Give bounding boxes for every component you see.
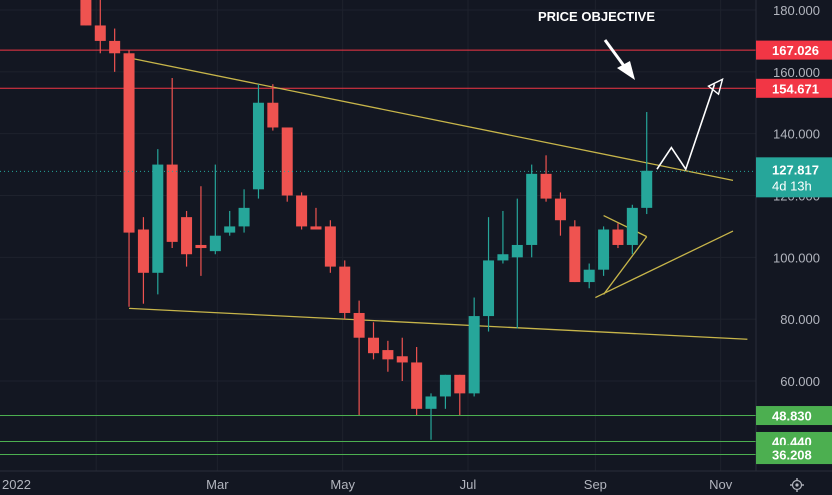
level-tag-resistance-box [756,40,832,60]
current-price-tag-text: 127.817 [772,162,819,177]
candle-body-down [80,0,92,26]
level-tag-resistance-box [756,78,832,98]
projection-line [656,83,716,172]
annotation-arrow-head [617,61,635,80]
level-tag-support-box [756,406,832,426]
candle-body-up [641,170,653,208]
level-tag-support-text: 36.208 [772,448,812,463]
candles [80,0,653,440]
candle-body-down [281,127,293,196]
candle-body-up [583,269,595,283]
candle-body-up [238,207,250,227]
candle-body-up [526,173,538,245]
time-axis-label: Jul [460,477,477,492]
candle-body-down [166,164,178,242]
trendline-wedge-upper [128,57,734,181]
candle-body-down [612,229,624,245]
price-tags: 167.026154.67148.83040.44036.208127.8174… [756,40,832,465]
horizontal-levels [0,49,756,456]
time-axis-label: Sep [584,477,607,492]
trendlines [128,57,748,340]
time-axis-label: 2022 [2,477,31,492]
candle-body-down [137,229,149,273]
candle-body-up [425,396,437,409]
candle-body-down [195,244,207,249]
time-axis-label: Nov [709,477,733,492]
price-objective-annotation: PRICE OBJECTIVE [538,9,655,80]
candle-body-down [267,102,279,128]
price-axis-label: 80.000 [780,312,820,327]
time-axis-background [0,471,832,495]
candle-body-up [497,254,509,261]
candle-body-down [324,226,336,267]
candle-body-down [554,198,566,221]
candle-body-down [181,217,193,255]
candle-body-up [468,316,480,394]
candle-body-down [94,25,106,41]
settings-gear-icon[interactable] [790,478,804,492]
time-axis[interactable]: 2022 Mar May Jul Sep Nov [2,477,733,492]
candle-body-up [209,235,221,252]
candle-body-down [540,173,552,199]
trendline-triangle-bottom [603,236,648,295]
candle-body-up [511,244,523,258]
candle-body-down [382,350,394,360]
candle-body-up [224,226,236,233]
candle-body-down [368,337,379,354]
candle-body-down [339,266,351,313]
candle-body-up [152,164,164,273]
trendline-wedge-lower [129,307,748,340]
candle-body-down [396,356,408,363]
price-axis-label: 160.000 [773,65,820,80]
level-tag-resistance-text: 167.026 [772,43,819,58]
candle-body-down [353,312,365,338]
candle-body-down [310,226,322,230]
candle-body-up [598,229,610,270]
trendline-triangle-top [603,215,648,238]
price-axis-label: 180.000 [773,3,820,18]
candle-body-up [626,207,638,245]
projection-path [656,77,724,172]
price-axis-label: 60.000 [780,374,820,389]
candle-body-down [123,53,135,233]
level-tag-support-box [756,445,832,465]
time-axis-label: May [330,477,355,492]
candle-body-down [569,226,581,283]
candle-body-down [411,362,423,409]
candle-body-down [109,40,121,54]
current-price-tag-box [756,157,832,198]
price-axis-background [756,0,832,471]
candle-body-down [454,374,466,394]
annotation-text: PRICE OBJECTIVE [538,9,655,24]
projection-arrow-head [707,77,724,96]
price-axis[interactable]: 180.000160.000140.000120.000100.00080.00… [755,0,832,471]
current-price-tag-text: 4d 13h [772,178,812,193]
candle-body-up [439,374,451,397]
trendline-channel-lower [595,230,734,299]
candle-body-up [483,260,495,317]
time-axis-label: Mar [206,477,229,492]
price-axis-label: 140.000 [773,127,820,142]
level-tag-support-text: 48.830 [772,409,812,424]
level-tag-resistance-text: 154.671 [772,81,819,96]
price-axis-label: 100.000 [773,250,820,265]
candle-body-up [252,102,264,190]
candle-body-down [296,195,308,227]
